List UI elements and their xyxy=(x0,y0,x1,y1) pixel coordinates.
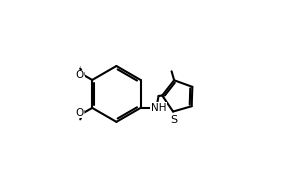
Text: S: S xyxy=(170,115,177,125)
Text: O: O xyxy=(80,66,81,67)
Text: O: O xyxy=(75,70,83,80)
Text: NH: NH xyxy=(151,103,166,113)
Text: O: O xyxy=(76,108,84,118)
Text: O: O xyxy=(75,108,83,118)
Text: O: O xyxy=(76,70,84,80)
